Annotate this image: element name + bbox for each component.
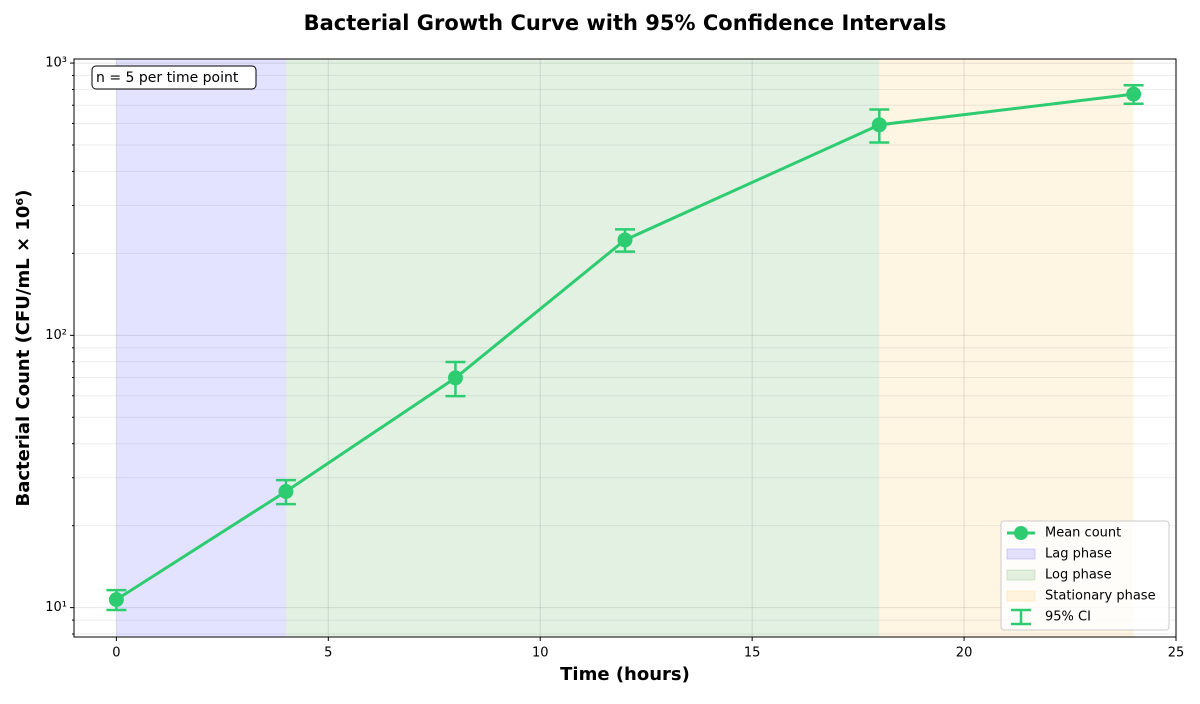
legend-label: Stationary phase xyxy=(1045,589,1156,604)
data-point xyxy=(447,370,463,386)
legend-box xyxy=(1000,520,1170,631)
x-axis-label: Time (hours) xyxy=(560,664,690,685)
legend-patch xyxy=(1006,548,1036,560)
legend-label: Lag phase xyxy=(1045,547,1112,562)
phase-band xyxy=(116,59,286,637)
legend-label: 95% CI xyxy=(1045,610,1091,625)
x-tick-label: 20 xyxy=(956,646,973,661)
series-line xyxy=(115,92,1134,601)
legend-patch xyxy=(1006,569,1036,581)
legend-marker xyxy=(1014,526,1028,540)
legend-patch xyxy=(1006,590,1036,602)
data-point xyxy=(871,117,887,133)
x-tick-label: 15 xyxy=(744,646,761,661)
y-tick-label: 10¹ xyxy=(45,600,67,615)
legend-label: Mean count xyxy=(1045,526,1121,541)
chart-title: Bacterial Growth Curve with 95% Confiden… xyxy=(304,11,947,35)
annotation-box xyxy=(91,65,257,90)
data-point xyxy=(1126,86,1142,102)
data-point xyxy=(617,232,633,248)
x-tick-label: 10 xyxy=(532,646,549,661)
x-tick-label: 25 xyxy=(1168,646,1185,661)
y-tick-label: 10² xyxy=(45,328,67,343)
annotation: n = 5 per time point xyxy=(96,70,239,86)
legend-label: Log phase xyxy=(1045,568,1112,583)
phase-band xyxy=(285,59,880,637)
data-point xyxy=(278,483,294,499)
y-axis-label: Bacterial Count (CFU/mL × 10⁶) xyxy=(13,190,34,507)
x-tick-label: 5 xyxy=(324,646,332,661)
data-point xyxy=(108,592,124,608)
plot-frame xyxy=(73,58,1177,638)
y-tick-label: 10³ xyxy=(45,56,67,71)
x-tick-label: 0 xyxy=(112,646,120,661)
